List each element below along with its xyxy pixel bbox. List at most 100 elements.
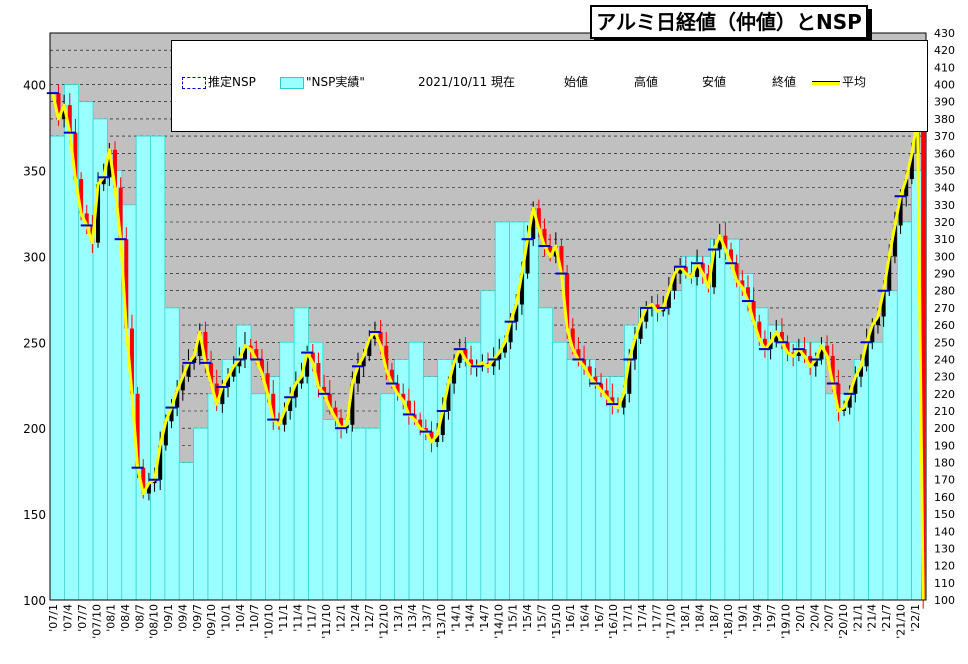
x-tick-label: '13/7 [421,604,434,632]
x-tick-label: '20/7 [823,604,836,632]
y-right-tick-label: 190 [934,439,955,452]
candle-body [254,349,259,360]
x-tick-label: '15/7 [535,604,548,632]
x-tick-label: '20/1 [794,604,807,632]
candle-body [621,393,626,408]
nsp-bar [178,462,194,601]
nsp-bar [523,221,539,601]
candle-body [870,325,875,343]
nsp-bar [480,290,496,601]
y-right-tick-label: 380 [934,113,955,126]
candle-body [542,228,547,247]
y-right-tick-label: 130 [934,542,955,555]
x-tick-label: '14/10 [492,604,505,639]
nsp-bar [552,341,568,601]
x-tick-label: '20/10 [837,604,850,639]
candle-body [751,301,756,322]
nsp-bar [710,238,726,601]
x-tick-label: '11/1 [277,604,290,632]
average-line [51,92,925,601]
candle-body [112,149,117,188]
candle-body [898,196,903,226]
chart-title: アルミ日経値（仲値）とNSP [590,5,868,39]
nsp-bar [164,307,180,601]
legend-box: 推定NSP "NSP実績" 2021/10/11 現在 始値 高値 安値 終値 … [171,40,928,132]
candle-body [627,359,632,394]
candle-body [768,342,773,350]
candle-body [452,362,457,384]
nsp-bar [92,118,108,601]
candle-body [231,366,236,377]
candle-body [141,467,146,494]
x-tick-label: '17/10 [665,604,678,639]
legend-open: 始値 [564,75,589,89]
y-right-tick-label: 430 [934,27,955,40]
nsp-bar [451,359,467,601]
y-right-tick-label: 390 [934,96,955,109]
candle-body [587,366,592,377]
nsp-bar [667,290,683,601]
candle-body [904,179,909,197]
legend-average: 平均 [812,73,866,90]
candle-body [638,321,643,339]
actual-nsp-swatch-icon [280,76,304,89]
y-right-tick-label: 400 [934,79,955,92]
nsp-bar [882,290,898,601]
candle-body [299,376,304,384]
legend-actual-label: "NSP実績" [306,75,365,89]
candle-body [779,331,784,343]
candle-body [847,393,852,408]
average-line-swatch-icon [812,80,840,85]
candle-body [514,304,519,322]
candle-body [604,390,609,398]
legend-close: 終値 [772,75,797,89]
candle-body [695,263,700,277]
candle-body [717,235,722,250]
x-tick-label: '16/1 [564,604,577,632]
y-right-tick-label: 100 [934,594,955,607]
candle-body [163,421,168,446]
candle-body [593,376,598,384]
candle-body [384,345,389,370]
x-tick-label: '17/1 [622,604,635,632]
nsp-bar [150,135,166,601]
y-right-tick-label: 200 [934,422,955,435]
x-tick-label: '19/7 [765,604,778,632]
y-right-tick-label: 210 [934,405,955,418]
nsp-bar [466,341,482,601]
legend-estimated-label: 推定NSP [208,75,256,89]
y-right-tick-label: 150 [934,508,955,521]
x-tick-label: '10/10 [263,604,276,639]
candle-body [389,369,394,384]
candle-body [734,263,739,281]
x-tick-label: '10/1 [220,604,233,632]
candle-body [531,208,536,240]
x-tick-label: '11/7 [306,604,319,632]
candle-body [271,393,276,420]
candle-body [322,386,327,394]
candle-body [197,331,202,357]
candle-body [683,266,688,274]
candle-body [859,366,864,377]
nsp-bar [537,307,553,601]
y-right-tick-label: 310 [934,233,955,246]
candle-body [497,352,502,360]
x-tick-label: '18/1 [679,604,692,632]
candle-body [576,349,581,360]
x-tick-label: '21/4 [866,604,879,632]
y-left-tick-label: 300 [23,250,46,264]
candle-body [729,249,734,264]
nsp-bar [408,341,424,601]
candle-body [237,359,242,367]
nsp-bar [336,419,352,601]
y-right-tick-label: 110 [934,577,955,590]
y-right-tick-label: 410 [934,61,955,74]
candle-body [892,225,897,257]
candle-body [440,411,445,436]
candle-body [864,342,869,367]
x-tick-label: '14/4 [464,604,477,632]
y-right-tick-label: 250 [934,336,955,349]
nsp-bar [681,256,697,601]
x-tick-label: '21/7 [880,604,893,632]
nsp-bar [566,359,582,601]
